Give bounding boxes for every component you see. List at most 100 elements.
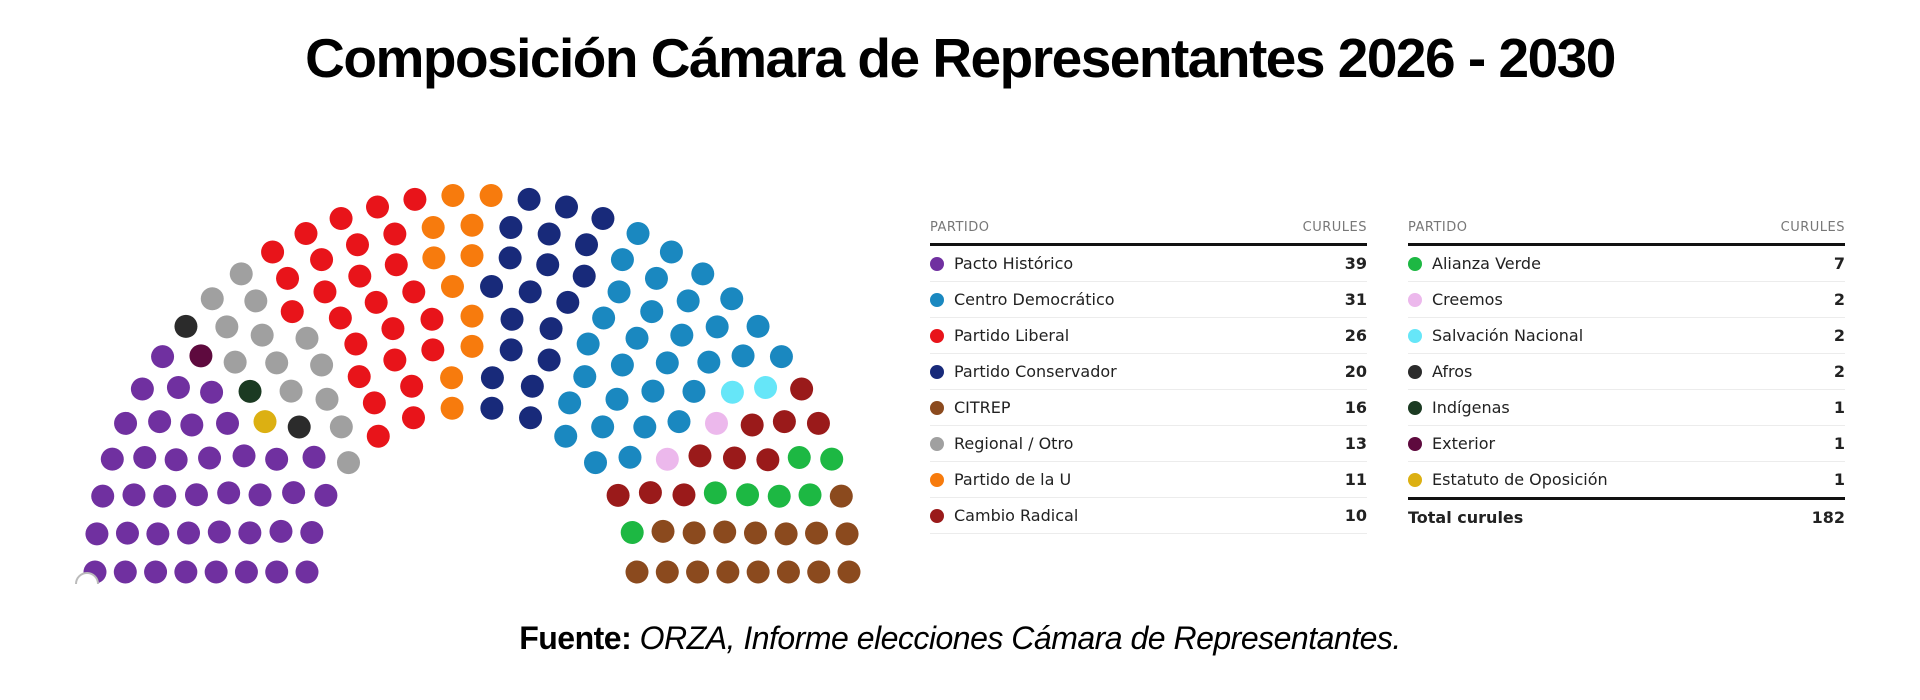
- seat-partido-de-la-u: [440, 366, 464, 390]
- seat-partido-conservador: [499, 338, 523, 362]
- seat-partido-liberal: [280, 300, 304, 324]
- seat-centro-democra-tico: [682, 379, 706, 403]
- source-note: Fuente: ORZA, Informe elecciones Cámara …: [0, 620, 1920, 657]
- party-color-dot: [930, 292, 944, 307]
- party-seats: 2: [1833, 362, 1845, 381]
- seat-pacto-histo-rico: [85, 522, 109, 546]
- header-party: PARTIDO: [1408, 220, 1468, 235]
- party-color-dot: [930, 400, 944, 415]
- seat-citrep: [686, 560, 710, 584]
- party-color-dot: [930, 508, 944, 523]
- seat-citrep: [716, 560, 740, 584]
- seat-partido-liberal: [364, 290, 388, 314]
- seat-pacto-histo-rico: [91, 484, 115, 508]
- party-name: Salvación Nacional: [1432, 326, 1584, 345]
- seat-salvacio-n-nacional: [754, 376, 778, 400]
- seat-centro-democra-tico: [610, 248, 634, 272]
- seat-pacto-histo-rico: [200, 380, 224, 404]
- party-row: Partido de la U 11: [930, 462, 1367, 498]
- seat-partido-conservador: [554, 195, 578, 219]
- seat-centro-democra-tico: [610, 353, 634, 377]
- seat-citrep: [625, 560, 649, 584]
- seat-pacto-histo-rico: [146, 522, 170, 546]
- party-seats: 39: [1344, 254, 1367, 273]
- seat-centro-democra-tico: [670, 323, 694, 347]
- seat-partido-de-la-u: [441, 183, 465, 207]
- party-seats: 11: [1344, 470, 1367, 489]
- seat-regional-otro: [250, 323, 274, 347]
- seat-partido-de-la-u: [460, 304, 484, 328]
- seat-partido-de-la-u: [422, 246, 446, 270]
- seat-pacto-histo-rico: [164, 448, 188, 472]
- party-row: Afros 2: [1408, 354, 1845, 390]
- seat-centro-democra-tico: [667, 410, 691, 434]
- party-seats: 1: [1833, 470, 1845, 489]
- seat-regional-otro: [244, 289, 268, 313]
- party-color-dot: [930, 256, 944, 271]
- party-color-dot: [1408, 364, 1422, 379]
- seat-partido-liberal: [381, 317, 405, 341]
- party-seats: 7: [1833, 254, 1845, 273]
- seat-pacto-histo-rico: [265, 560, 289, 584]
- seat-partido-conservador: [498, 246, 522, 270]
- seat-afros: [174, 314, 198, 338]
- seat-regional-otro: [223, 350, 247, 374]
- party-name: Partido de la U: [954, 470, 1072, 489]
- party-seats: 10: [1344, 506, 1367, 525]
- seat-centro-democra-tico: [676, 289, 700, 313]
- seat-citrep: [746, 560, 770, 584]
- seat-partido-conservador: [536, 253, 560, 277]
- seat-cambio-radical: [740, 413, 764, 437]
- seat-partido-liberal: [401, 406, 425, 430]
- seat-salvacio-n-nacional: [720, 380, 744, 404]
- party-color-dot: [1408, 292, 1422, 307]
- seat-pacto-histo-rico: [115, 521, 139, 545]
- party-row: Partido Liberal 26: [930, 318, 1367, 354]
- seat-pacto-histo-rico: [265, 447, 289, 471]
- party-seats: 1: [1833, 398, 1845, 417]
- seat-centro-democra-tico: [576, 332, 600, 356]
- header-seats: CURULES: [1302, 220, 1367, 235]
- seat-pacto-histo-rico: [232, 444, 256, 468]
- seat-partido-de-la-u: [440, 275, 464, 299]
- seat-cambio-radical: [606, 483, 630, 507]
- total-value: 182: [1811, 508, 1845, 527]
- seat-partido-liberal: [345, 233, 369, 257]
- party-table-right: PARTIDO CURULES Alianza Verde 7 Creemos 2 Sa…: [1408, 216, 1845, 535]
- seat-partido-conservador: [480, 275, 504, 299]
- seat-partido-liberal: [383, 222, 407, 246]
- seat-pacto-histo-rico: [217, 481, 241, 505]
- seat-centro-democra-tico: [605, 387, 629, 411]
- party-table-left: PARTIDO CURULES Pacto Histórico 39 Centro …: [930, 216, 1367, 534]
- seat-citrep: [829, 484, 853, 508]
- seat-partido-conservador: [556, 290, 580, 314]
- seat-partido-liberal: [400, 374, 424, 398]
- header-seats: CURULES: [1780, 220, 1845, 235]
- seat-estatuto-de-oposicio-n: [253, 410, 277, 434]
- seat-cambio-radical: [806, 411, 830, 435]
- seat-regional-otro: [200, 287, 224, 311]
- party-name: Creemos: [1432, 290, 1503, 309]
- seat-alianza-verde: [703, 481, 727, 505]
- seat-pacto-histo-rico: [248, 483, 272, 507]
- seat-pacto-histo-rico: [133, 445, 157, 469]
- party-name: Alianza Verde: [1432, 254, 1541, 273]
- seat-partido-conservador: [499, 215, 523, 239]
- seat-pacto-histo-rico: [113, 560, 137, 584]
- seat-citrep: [837, 560, 861, 584]
- seat-partido-liberal: [261, 240, 285, 264]
- seat-partido-liberal: [276, 266, 300, 290]
- party-row: Estatuto de Oposición 1: [1408, 462, 1845, 498]
- seat-creemos: [704, 411, 728, 435]
- seat-partido-liberal: [421, 338, 445, 362]
- party-seats: 2: [1833, 326, 1845, 345]
- seat-centro-democra-tico: [705, 315, 729, 339]
- seat-partido-de-la-u: [460, 244, 484, 268]
- seat-pacto-histo-rico: [153, 484, 177, 508]
- seat-partido-conservador: [518, 280, 542, 304]
- seat-regional-otro: [315, 387, 339, 411]
- party-name: Afros: [1432, 362, 1473, 381]
- party-row: Partido Conservador 20: [930, 354, 1367, 390]
- seat-regional-otro: [295, 326, 319, 350]
- seat-regional-otro: [329, 415, 353, 439]
